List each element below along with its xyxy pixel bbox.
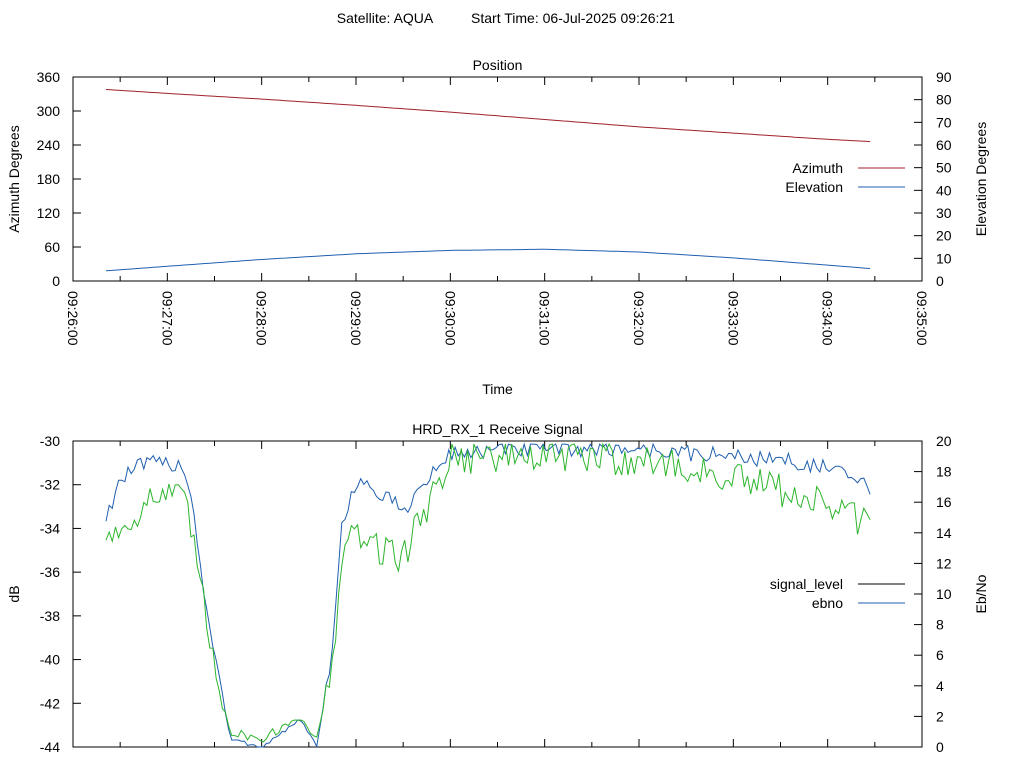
- series-line-Elevation: [105, 248, 871, 272]
- y-tick-label: 120: [37, 205, 61, 221]
- legend-label: Azimuth: [792, 160, 843, 176]
- y-tick-label: 360: [37, 69, 61, 85]
- series-line-Azimuth: [105, 89, 871, 143]
- y2-tick-label: 10: [936, 250, 952, 266]
- y-tick-label: 300: [37, 103, 61, 119]
- y2-tick-label: 2: [936, 708, 944, 724]
- legend-label: signal_level: [770, 576, 843, 592]
- y-tick-label: -42: [40, 695, 60, 711]
- x-tick-label: 09:33:00: [725, 291, 741, 346]
- y2-tick-label: 12: [936, 555, 952, 571]
- y-tick-label: -32: [40, 477, 60, 493]
- y2-tick-label: 0: [936, 739, 944, 755]
- y2-tick-label: 4: [936, 678, 944, 694]
- x-tick-label: 09:26:00: [65, 291, 81, 346]
- x-tick-label: 09:32:00: [631, 291, 647, 346]
- y2-tick-label: 0: [936, 273, 944, 289]
- satellite-label: Satellite: AQUA: [337, 10, 434, 26]
- x-tick-label: 09:27:00: [159, 291, 175, 346]
- y-tick-label: 0: [52, 273, 60, 289]
- y-tick-label: -38: [40, 608, 60, 624]
- x-tick-label: 09:28:00: [254, 291, 270, 346]
- y2-tick-label: 16: [936, 494, 952, 510]
- chart-title: HRD_RX_1 Receive Signal: [412, 421, 582, 437]
- x-tick-label: 09:29:00: [348, 291, 364, 346]
- x-tick-label: 09:31:00: [537, 291, 553, 346]
- receive-signal-chart: HRD_RX_1 Receive Signal -44 -42 -40 -38 -36 -3…: [6, 421, 989, 755]
- y-tick-label: -36: [40, 564, 60, 580]
- plot-frame: [72, 440, 923, 748]
- y-tick-label: -30: [40, 433, 60, 449]
- y-axis-label: Azimuth Degrees: [6, 125, 22, 232]
- chart-title: Position: [473, 57, 523, 73]
- y-tick-label: 240: [37, 137, 61, 153]
- x-tick-label: 09:34:00: [820, 291, 836, 346]
- y2-tick-label: 14: [936, 525, 952, 541]
- y-tick-label: -34: [40, 520, 60, 536]
- y2-tick-label: 18: [936, 464, 952, 480]
- x-tick-label: 09:35:00: [914, 291, 930, 346]
- y2-tick-label: 20: [936, 228, 952, 244]
- start-time-label: Start Time: 06-Jul-2025 09:26:21: [471, 10, 675, 26]
- legend-label: ebno: [812, 595, 843, 611]
- x-tick-label: 09:30:00: [442, 291, 458, 346]
- y2-tick-label: 10: [936, 586, 952, 602]
- y2-tick-label: 50: [936, 160, 952, 176]
- y-tick-label: -44: [40, 739, 60, 755]
- y2-tick-label: 8: [936, 617, 944, 633]
- series-line-signal_level: [105, 442, 871, 743]
- y2-tick-label: 60: [936, 137, 952, 153]
- y2-tick-label: 90: [936, 69, 952, 85]
- y-tick-label: -40: [40, 652, 60, 668]
- y-tick-label: 180: [37, 171, 61, 187]
- y2-axis-label: Elevation Degrees: [973, 122, 989, 236]
- series-line-ebno: [105, 442, 871, 748]
- y2-tick-label: 30: [936, 205, 952, 221]
- y2-tick-label: 20: [936, 433, 952, 449]
- position-chart: Position 0 60 120 180 240 300 360 0 10 20 30 40 50 60 7…: [6, 57, 989, 397]
- y2-tick-label: 40: [936, 182, 952, 198]
- legend-label: Elevation: [785, 179, 843, 195]
- y2-tick-label: 70: [936, 114, 952, 130]
- y2-tick-label: 80: [936, 92, 952, 108]
- y2-tick-label: 6: [936, 647, 944, 663]
- y2-axis-label: Eb/No: [973, 574, 989, 613]
- y-axis-label: dB: [6, 585, 22, 602]
- x-axis-label: Time: [482, 381, 513, 397]
- y-tick-label: 60: [44, 239, 60, 255]
